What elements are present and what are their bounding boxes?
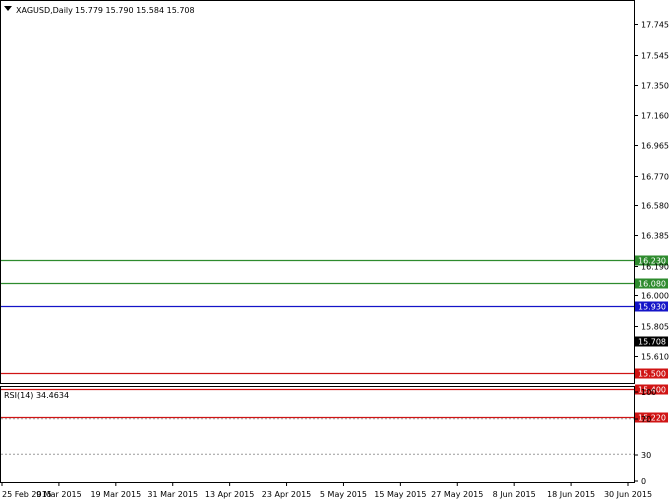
date-tick-label: 8 Jun 2015 <box>493 490 536 499</box>
horizontal-levels: 16.230 16.080 15.930 15.500 15.400 15.220 15.7… <box>1 255 668 423</box>
price-tick-label: 16.190 <box>641 263 669 272</box>
rsi-tick-label: 0 <box>641 477 646 486</box>
date-tick-label: 9 Mar 2015 <box>36 490 82 499</box>
date-tick-label: 25 Feb 2015 <box>2 490 52 499</box>
date-tick-label: 5 May 2015 <box>320 490 367 499</box>
date-tick-label: 31 Mar 2015 <box>147 490 198 499</box>
date-tick-label: 19 Mar 2015 <box>90 490 141 499</box>
price-tick-label: 16.385 <box>641 232 669 241</box>
price-tick-label: 16.770 <box>641 173 669 182</box>
date-tick-label: 23 Apr 2015 <box>262 490 311 499</box>
current-price-label: 15.708 <box>638 338 666 347</box>
current-price-box <box>635 336 668 347</box>
level-label-box <box>635 368 668 379</box>
rsi-layer <box>1 418 634 455</box>
date-tick-label: 18 Jun 2015 <box>547 490 595 499</box>
rsi-tick-label: 30 <box>641 451 651 460</box>
level-label: 15.500 <box>638 370 666 379</box>
level-label-box <box>635 384 668 395</box>
rsi-tick-label: 100 <box>641 388 656 397</box>
price-tick-label: 17.745 <box>641 21 669 30</box>
price-tick-label: 16.965 <box>641 142 669 151</box>
price-tick-label: 16.000 <box>641 292 669 301</box>
level-label-box <box>635 278 668 289</box>
price-tick-label: 17.545 <box>641 52 669 61</box>
rsi-tick-label: 70 <box>641 415 651 424</box>
level-label: 15.220 <box>638 414 666 423</box>
level-label-box <box>635 412 668 423</box>
price-tick-label: 17.350 <box>641 82 669 91</box>
level-label-box <box>635 301 668 312</box>
level-label: 15.930 <box>638 303 666 312</box>
rsi-label: RSI(14) 34.4634 <box>4 391 69 400</box>
price-tick-label: 15.610 <box>641 353 669 362</box>
price-tick-label: 15.805 <box>641 323 669 332</box>
date-tick-label: 15 May 2015 <box>374 490 426 499</box>
date-tick-label: 13 Apr 2015 <box>205 490 254 499</box>
level-label-box <box>635 255 668 266</box>
level-label: 16.080 <box>638 280 666 289</box>
level-label: 16.230 <box>638 257 666 266</box>
price-panel-frame <box>0 0 635 384</box>
date-tick-label: 30 Jun 2015 <box>604 490 652 499</box>
symbol-label: XAGUSD,Daily <box>16 6 73 15</box>
price-tick-label: 17.160 <box>641 112 669 121</box>
collapse-arrow-icon[interactable] <box>4 6 12 11</box>
date-tick-label: 27 May 2015 <box>431 490 483 499</box>
rsi-panel-frame <box>0 386 635 483</box>
price-tick-label: 16.580 <box>641 202 669 211</box>
axes: 17.745 17.545 17.350 17.160 16.965 16.770 16.5… <box>1 21 669 499</box>
level-label: 15.400 <box>638 386 666 395</box>
ohlc-readout: 15.779 15.790 15.584 15.708 <box>75 6 195 15</box>
